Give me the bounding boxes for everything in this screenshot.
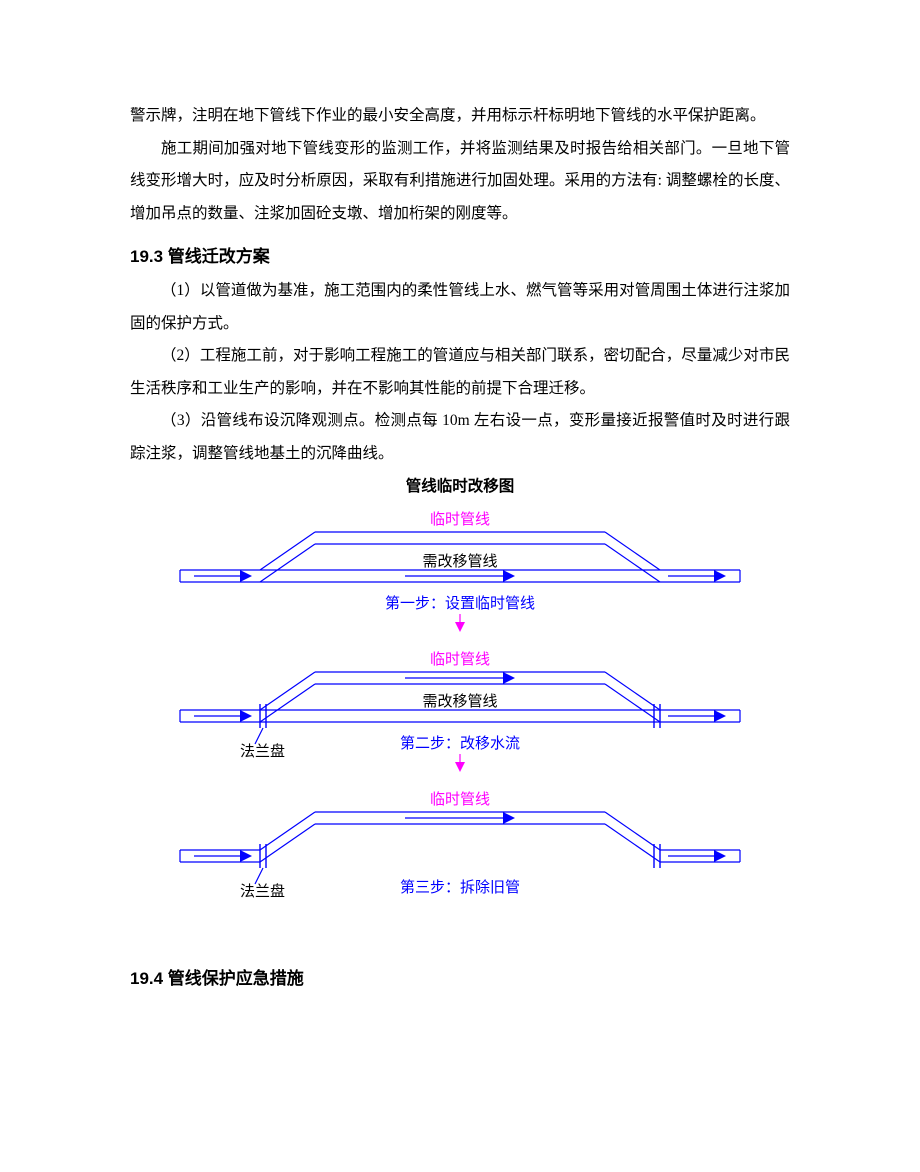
paragraph-19-3-2: （2）工程施工前，对于影响工程施工的管道应与相关部门联系，密切配合，尽量减少对市… bbox=[130, 340, 790, 405]
svg-text:临时管线: 临时管线 bbox=[430, 651, 490, 668]
svg-text:临时管线: 临时管线 bbox=[430, 511, 490, 528]
paragraph-warning-sign: 警示牌，注明在地下管线下作业的最小安全高度，并用标示杆标明地下管线的水平保护距离… bbox=[130, 100, 790, 133]
svg-text:第三步：拆除旧管: 第三步：拆除旧管 bbox=[400, 878, 520, 896]
diagram-title: 管线临时改移图 bbox=[130, 474, 790, 496]
heading-19-3: 19.3 管线迁改方案 bbox=[130, 242, 790, 267]
svg-text:需改移管线: 需改移管线 bbox=[422, 693, 497, 710]
svg-text:第二步：改移水流: 第二步：改移水流 bbox=[400, 734, 520, 752]
paragraph-monitoring: 施工期间加强对地下管线变形的监测工作，并将监测结果及时报告给相关部门。一旦地下管… bbox=[130, 133, 790, 231]
svg-text:法兰盘: 法兰盘 bbox=[240, 742, 285, 760]
svg-text:临时管线: 临时管线 bbox=[430, 791, 490, 808]
svg-text:法兰盘: 法兰盘 bbox=[240, 882, 285, 900]
paragraph-19-3-3: （3）沿管线布设沉降观测点。检测点每 10m 左右设一点，变形量接近报警值时及时… bbox=[130, 405, 790, 470]
heading-19-4: 19.4 管线保护应急措施 bbox=[130, 964, 790, 989]
diagram-svg: 临时管线需改移管线第一步：设置临时管线临时管线需改移管线法兰盘第二步：改移水流临… bbox=[150, 502, 770, 952]
page-content: 警示牌，注明在地下管线下作业的最小安全高度，并用标示杆标明地下管线的水平保护距离… bbox=[0, 0, 920, 1037]
paragraph-19-3-1: （1）以管道做为基准，施工范围内的柔性管线上水、燃气管等采用对管周围土体进行注浆… bbox=[130, 275, 790, 340]
svg-text:需改移管线: 需改移管线 bbox=[422, 553, 497, 570]
svg-text:第一步：设置临时管线: 第一步：设置临时管线 bbox=[385, 594, 535, 612]
pipeline-relocation-diagram: 临时管线需改移管线第一步：设置临时管线临时管线需改移管线法兰盘第二步：改移水流临… bbox=[150, 502, 770, 952]
